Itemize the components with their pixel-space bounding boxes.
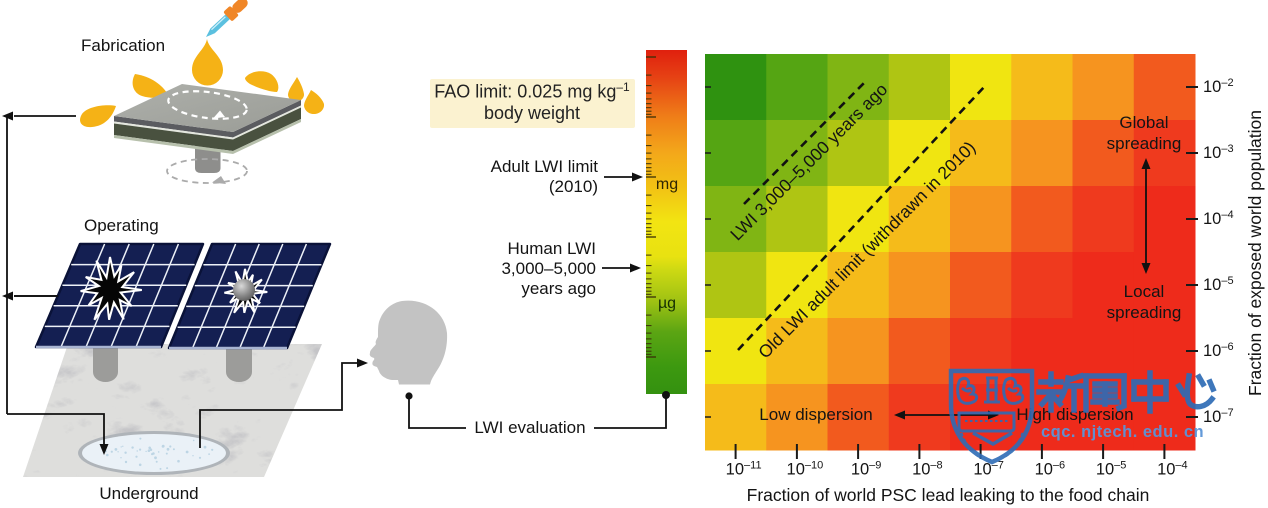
svg-text:10–5: 10–5 bbox=[1096, 460, 1127, 479]
svg-text:10–3: 10–3 bbox=[1203, 143, 1234, 162]
svg-text:Fraction of exposed world popu: Fraction of exposed world population bbox=[1245, 110, 1265, 396]
svg-text:(2010): (2010) bbox=[549, 177, 598, 196]
svg-text:10–2: 10–2 bbox=[1203, 77, 1234, 96]
svg-text:Operating: Operating bbox=[84, 216, 159, 235]
svg-text:Local: Local bbox=[1124, 282, 1165, 301]
svg-text:10–7: 10–7 bbox=[1203, 407, 1234, 426]
svg-text:10–5: 10–5 bbox=[1203, 275, 1234, 294]
svg-text:LWI evaluation: LWI evaluation bbox=[474, 418, 585, 437]
svg-text:Underground: Underground bbox=[99, 484, 198, 503]
svg-text:10–9: 10–9 bbox=[851, 460, 882, 479]
svg-text:3,000–5,000: 3,000–5,000 bbox=[501, 259, 596, 278]
svg-text:Human LWI: Human LWI bbox=[508, 239, 597, 258]
svg-text:µg: µg bbox=[658, 295, 676, 312]
svg-text:spreading: spreading bbox=[1107, 134, 1182, 153]
svg-text:Low dispersion: Low dispersion bbox=[759, 405, 872, 424]
svg-text:FAO limit: 0.025 mg kg–1: FAO limit: 0.025 mg kg–1 bbox=[434, 80, 630, 102]
svg-text:Global: Global bbox=[1119, 113, 1168, 132]
svg-text:10–8: 10–8 bbox=[912, 460, 943, 479]
svg-text:body weight: body weight bbox=[484, 103, 580, 123]
svg-text:spreading: spreading bbox=[1107, 303, 1182, 322]
svg-text:10–10: 10–10 bbox=[787, 460, 824, 479]
svg-text:cqc. njtech. edu. cn: cqc. njtech. edu. cn bbox=[1041, 423, 1204, 441]
svg-text:years ago: years ago bbox=[521, 279, 596, 298]
svg-text:Fraction of world PSC lead lea: Fraction of world PSC lead leaking to th… bbox=[747, 485, 1150, 505]
svg-text:Fabrication: Fabrication bbox=[81, 36, 165, 55]
svg-text:10–4: 10–4 bbox=[1157, 460, 1188, 479]
svg-text:10–11: 10–11 bbox=[726, 460, 762, 479]
svg-text:mg: mg bbox=[656, 176, 678, 193]
svg-text:10–4: 10–4 bbox=[1203, 209, 1234, 228]
svg-text:10–6: 10–6 bbox=[1035, 460, 1066, 479]
svg-text:Adult LWI limit: Adult LWI limit bbox=[491, 157, 599, 176]
svg-text:High dispersion: High dispersion bbox=[1016, 405, 1133, 424]
svg-text:10–6: 10–6 bbox=[1203, 341, 1234, 360]
